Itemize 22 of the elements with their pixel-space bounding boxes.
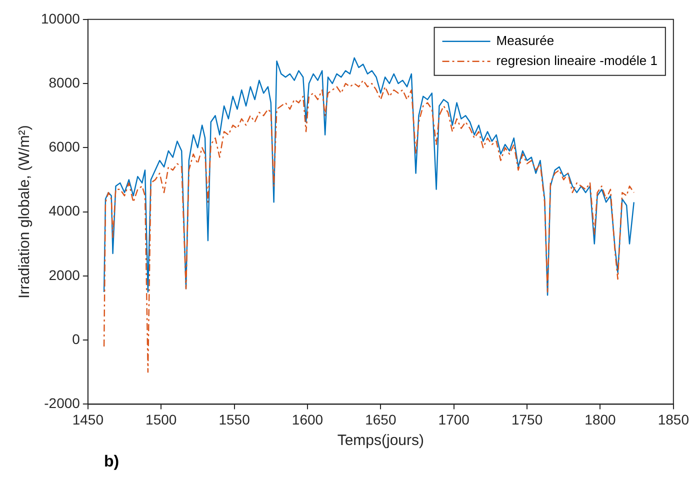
y-tick-label: 10000 — [40, 10, 80, 26]
x-tick-label: 1650 — [365, 411, 396, 428]
x-axis-title: Temps(jours) — [337, 432, 424, 450]
y-tick-label: 4000 — [48, 202, 80, 219]
legend-label: Measurée — [496, 32, 554, 48]
y-tick-label: 6000 — [48, 138, 80, 155]
y-tick-label: -2000 — [44, 395, 80, 412]
x-tick-label: 1850 — [658, 411, 690, 428]
x-tick-label: 1550 — [218, 411, 250, 428]
legend-label: regresion lineaire -modéle 1 — [496, 52, 658, 68]
text: b) — [104, 453, 120, 470]
y-tick-label: 2000 — [48, 266, 80, 283]
line-series — [103, 80, 635, 373]
y-tick-label: 8000 — [48, 74, 80, 90]
y-axis-title: Irradiation globale, (W/m²) — [16, 125, 34, 298]
x-tick-label: 1800 — [584, 411, 616, 428]
x-tick-label: 1500 — [146, 411, 177, 428]
x-tick-label: 1750 — [511, 411, 543, 428]
y-tick-label: 0 — [72, 330, 80, 347]
x-tick-label: 1700 — [438, 411, 470, 428]
x-tick-label: 1600 — [292, 411, 324, 428]
x-tick-label: 1450 — [72, 411, 104, 428]
